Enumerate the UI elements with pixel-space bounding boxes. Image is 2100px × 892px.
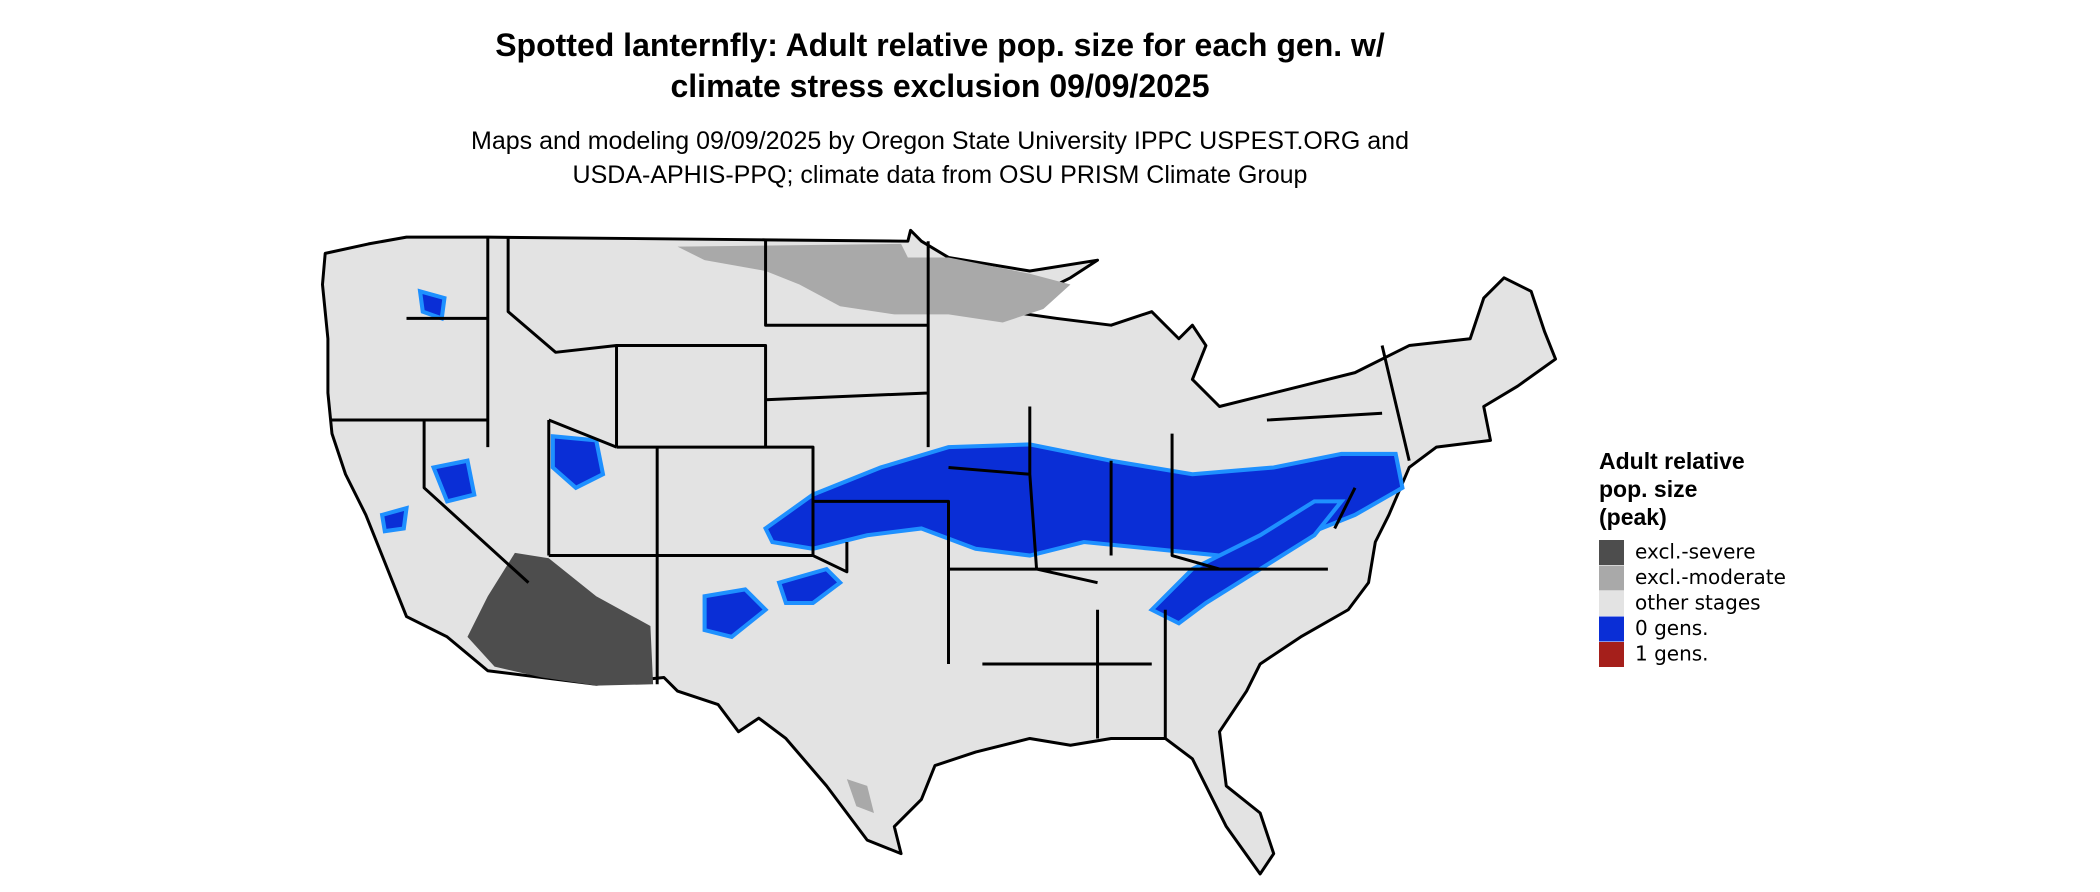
legend-label: other stages [1635,591,1761,615]
us-land [320,228,1558,876]
state-borders [331,237,1411,739]
legend-label: 0 gens. [1635,616,1709,640]
legend-swatch [1599,565,1624,591]
zero-gens-area [379,288,1405,640]
legend-label: excl.-severe [1635,540,1756,564]
legend-title-line: pop. size [1599,476,1697,502]
legend-swatch [1599,642,1624,667]
legend-label: 1 gens. [1635,642,1709,666]
excl-moderate-area [677,243,1071,323]
legend-swatch [1599,591,1624,616]
legend-swatch [1599,540,1624,565]
excl-severe-area [467,552,654,686]
legend-title-line: Adult relative [1599,448,1745,474]
excl-moderate-area [846,779,874,813]
legend-label: excl.-moderate [1635,565,1786,589]
title-line: Spotted lanternfly: Adult relative pop. … [495,27,1385,63]
legend-swatch [1599,616,1624,642]
title-line: climate stress exclusion 09/09/2025 [670,68,1209,104]
legend-title-line: (peak) [1599,504,1667,530]
subtitle-line: Maps and modeling 09/09/2025 by Oregon S… [471,127,1409,155]
subtitle-line: USDA-APHIS-PPQ; climate data from OSU PR… [573,161,1308,189]
map [320,228,1558,876]
